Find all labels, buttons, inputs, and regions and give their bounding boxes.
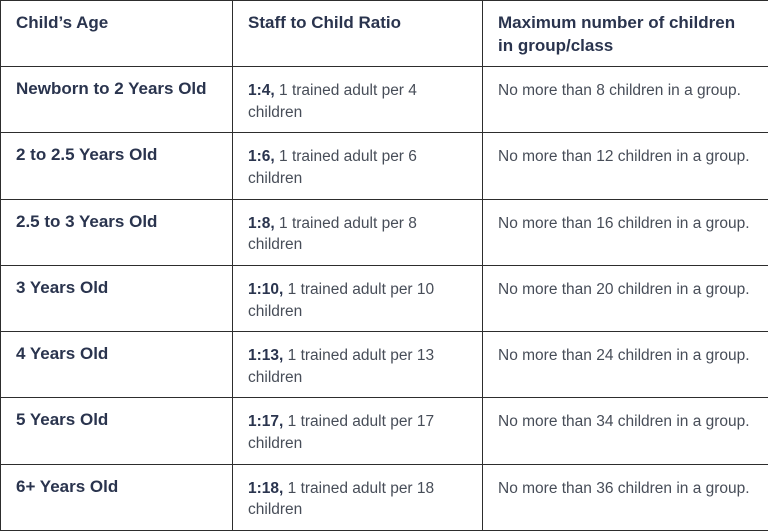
header-row: Child’s Age Staff to Child Ratio Maximum…	[0, 0, 768, 67]
ratio-description: 1 trained adult per 13 children	[248, 347, 435, 386]
ratio-description: 1 trained adult per 8 children	[248, 214, 417, 254]
cell-age: 2 to 2.5 Years Old	[0, 132, 233, 200]
cell-ratio: 1:6, 1 trained adult per 6 children	[232, 132, 483, 200]
table-row: 4 Years Old 1:13, 1 trained adult per 13…	[0, 331, 768, 399]
ratio-description: 1 trained adult per 6 children	[248, 148, 417, 187]
column-header-childs-age: Child’s Age	[0, 0, 233, 67]
cell-age: 6+ Years Old	[0, 463, 233, 531]
cell-age: 5 Years Old	[0, 397, 233, 465]
table-row: 2 to 2.5 Years Old 1:6, 1 trained adult …	[0, 132, 768, 200]
cell-age: 3 Years Old	[0, 264, 233, 333]
table-row: 5 Years Old 1:17, 1 trained adult per 17…	[0, 397, 768, 465]
ratio-value: 1:17,	[248, 413, 284, 431]
cell-age: Newborn to 2 Years Old	[0, 65, 233, 134]
ratio-description: 1 trained adult per 4 children	[248, 82, 417, 121]
table-row: 6+ Years Old 1:18, 1 trained adult per 1…	[0, 463, 768, 531]
ratio-description: 1 trained adult per 18 children	[248, 479, 435, 519]
ratio-value: 1:13,	[248, 347, 284, 365]
cell-ratio: 1:10, 1 trained adult per 10 children	[232, 264, 483, 333]
cell-max-children: No more than 20 children in a group.	[482, 264, 768, 333]
cell-ratio: 1:18, 1 trained adult per 18 children	[232, 463, 483, 531]
ratio-value: 1:4,	[248, 82, 275, 99]
cell-max-children: No more than 16 children in a group.	[482, 198, 768, 266]
cell-age: 4 Years Old	[0, 331, 233, 399]
ratio-description: 1 trained adult per 10 children	[248, 280, 435, 320]
cell-ratio: 1:17, 1 trained adult per 17 children	[232, 397, 483, 465]
ratio-value: 1:18,	[248, 479, 284, 497]
cell-age: 2.5 to 3 Years Old	[0, 198, 233, 266]
cell-max-children: No more than 8 children in a group.	[482, 65, 768, 134]
cell-ratio: 1:8, 1 trained adult per 8 children	[232, 198, 483, 266]
column-header-staff-to-child-ratio: Staff to Child Ratio	[232, 0, 483, 67]
cell-max-children: No more than 24 children in a group.	[482, 331, 768, 399]
ratio-value: 1:6,	[248, 148, 275, 166]
ratio-description: 1 trained adult per 17 children	[248, 413, 435, 453]
ratio-value: 1:10,	[248, 280, 284, 298]
cell-ratio: 1:4, 1 trained adult per 4 children	[232, 65, 483, 134]
column-header-max-children: Maximum number of children in group/clas…	[482, 0, 768, 67]
cell-ratio: 1:13, 1 trained adult per 13 children	[232, 331, 483, 399]
cell-max-children: No more than 36 children in a group.	[482, 463, 768, 531]
table-row: 3 Years Old 1:10, 1 trained adult per 10…	[0, 264, 768, 333]
table-row: 2.5 to 3 Years Old 1:8, 1 trained adult …	[0, 198, 768, 266]
cell-max-children: No more than 12 children in a group.	[482, 132, 768, 200]
table-row: Newborn to 2 Years Old 1:4, 1 trained ad…	[0, 65, 768, 134]
cell-max-children: No more than 34 children in a group.	[482, 397, 768, 465]
ratio-value: 1:8,	[248, 214, 275, 232]
